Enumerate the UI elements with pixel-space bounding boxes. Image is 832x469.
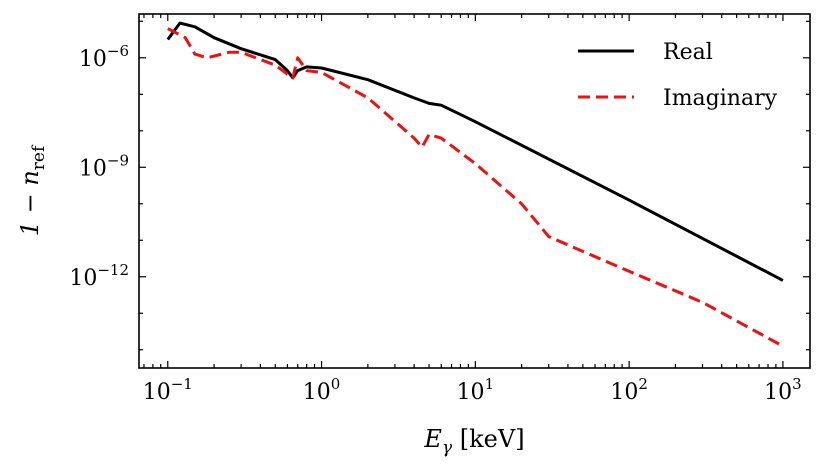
y-tick-label: 10−12 (69, 261, 129, 291)
legend-label-real: Real (663, 40, 713, 65)
y-tick-labels: 10−6 10−9 10−12 (69, 42, 129, 291)
x-tick-label: 103 (764, 375, 802, 405)
ticks-layer (139, 14, 810, 368)
x-tick-label: 101 (457, 375, 495, 405)
series-line-imaginary (167, 27, 784, 348)
x-tick-labels: 10−1 100 101 102 103 (143, 375, 802, 405)
x-tick-label: 102 (610, 375, 648, 405)
x-axis-label: Eγ [keV] (423, 425, 524, 458)
y-tick-label: 10−6 (79, 42, 129, 72)
legend: Real Imaginary (578, 40, 778, 111)
legend-label-imaginary: Imaginary (663, 86, 778, 111)
x-tick-label: 100 (303, 375, 341, 405)
y-tick-label: 10−9 (79, 151, 129, 181)
series-line-real (166, 21, 784, 282)
x-tick-label: 10−1 (143, 375, 193, 405)
y-axis-label: 1 − nref (16, 144, 49, 236)
series-layer (166, 21, 784, 348)
plot-area (138, 13, 811, 369)
plot-frame (138, 13, 811, 369)
